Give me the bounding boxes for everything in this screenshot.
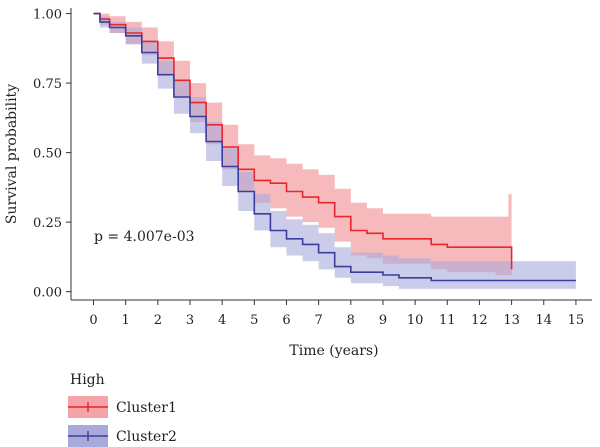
y-ticks: 0.00 0.25 0.50 0.75 1.00 xyxy=(33,8,71,301)
y-tick-label: 0.50 xyxy=(33,147,62,162)
x-tick-label: 4 xyxy=(218,313,226,328)
x-tick-label: 7 xyxy=(314,313,322,328)
legend-label-cluster2: Cluster2 xyxy=(116,429,177,445)
y-tick-label: 0.00 xyxy=(33,286,62,301)
x-tick-label: 3 xyxy=(186,313,194,328)
confidence-band-cluster1 xyxy=(93,13,512,287)
x-tick-label: 8 xyxy=(347,313,355,328)
x-tick-label: 9 xyxy=(379,313,387,328)
x-tick-label: 5 xyxy=(250,313,258,328)
x-tick-label: 6 xyxy=(282,313,290,328)
y-tick-label: 1.00 xyxy=(33,8,62,23)
x-tick-label: 11 xyxy=(439,313,456,328)
y-tick-label: 0.75 xyxy=(33,77,62,92)
x-tick-label: 12 xyxy=(471,313,488,328)
x-ticks: 0 1 2 3 4 5 6 7 8 9 10 11 12 13 14 15 xyxy=(89,300,584,328)
legend-title: High xyxy=(70,372,105,388)
legend-item-cluster1: Cluster1 xyxy=(68,396,177,418)
x-tick-label: 0 xyxy=(89,313,97,328)
x-tick-label: 10 xyxy=(407,313,424,328)
x-tick-label: 14 xyxy=(535,313,552,328)
survival-curve-cluster2 xyxy=(93,12,576,282)
y-axis-title: Survival probability xyxy=(4,84,20,224)
legend-item-cluster2: Cluster2 xyxy=(68,425,177,447)
legend-label-cluster1: Cluster1 xyxy=(116,400,177,416)
p-value-annotation: p = 4.007e-03 xyxy=(94,229,195,245)
legend: High Cluster1 Cluster2 xyxy=(68,372,177,447)
x-tick-label: 15 xyxy=(568,313,585,328)
survival-curve-cluster1 xyxy=(93,12,513,270)
x-tick-label: 1 xyxy=(122,313,130,328)
x-axis-title: Time (years) xyxy=(289,343,378,359)
x-tick-label: 13 xyxy=(503,313,520,328)
survival-curves xyxy=(93,12,576,282)
x-tick-label: 2 xyxy=(154,313,162,328)
y-tick-label: 0.25 xyxy=(33,216,62,231)
